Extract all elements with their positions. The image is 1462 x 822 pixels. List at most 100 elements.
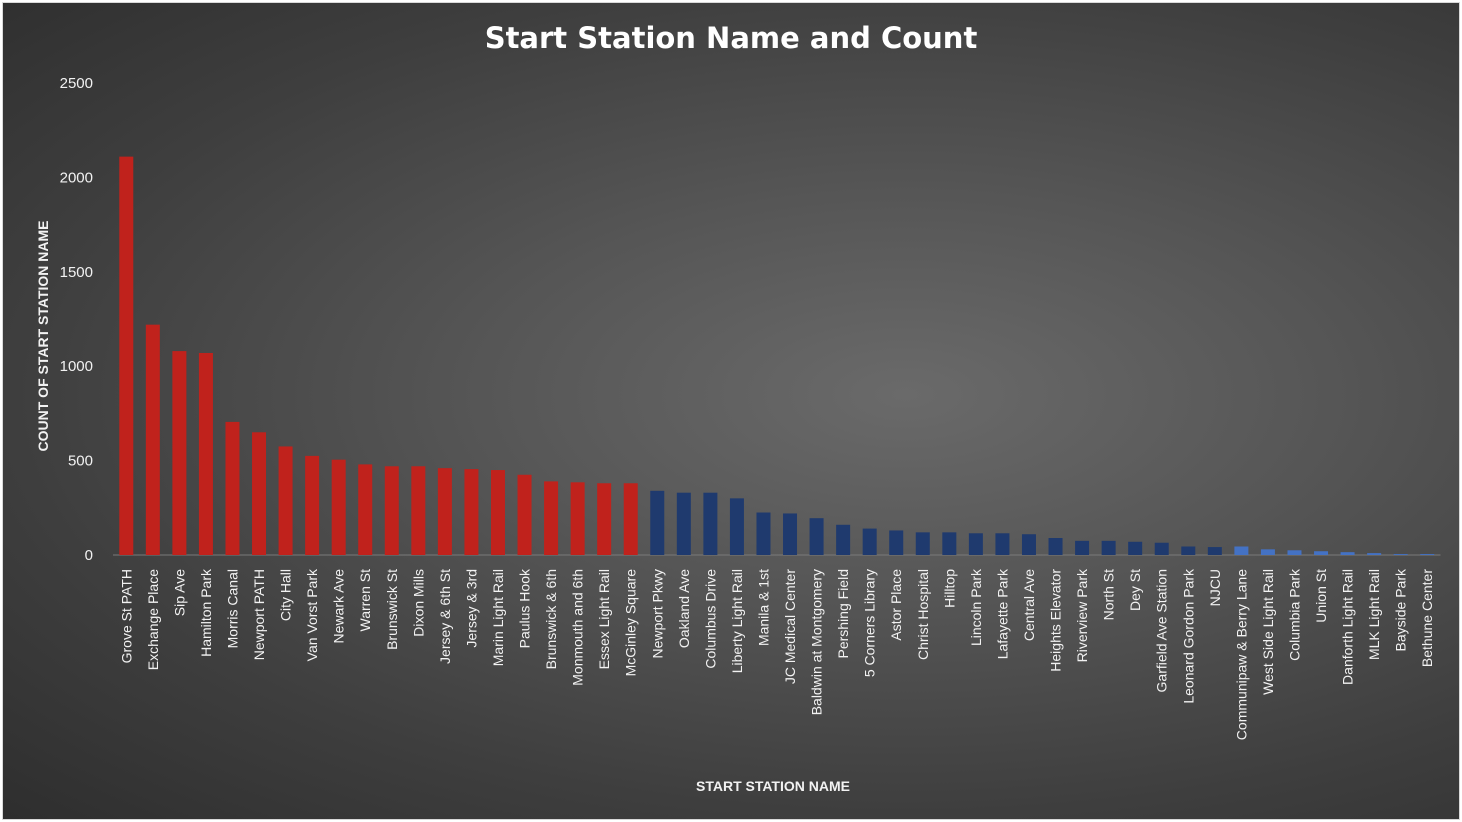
bar <box>650 490 665 555</box>
x-tick-label: Union St <box>1313 569 1329 623</box>
x-tick-label: Monmouth and 6th <box>570 569 586 686</box>
x-tick-label: Dey St <box>1127 569 1143 611</box>
bar <box>703 492 718 555</box>
x-tick-label: Liberty Light Rail <box>729 569 745 673</box>
x-tick-label: West Side Light Rail <box>1260 569 1276 695</box>
bar <box>1181 546 1196 555</box>
x-tick-label: Essex Light Rail <box>596 569 612 669</box>
bar <box>1207 547 1222 555</box>
bar <box>968 533 983 555</box>
bar <box>809 518 824 555</box>
bar <box>1234 546 1249 555</box>
x-axis-title: START STATION NAME <box>696 778 850 794</box>
x-tick-label: Dixon Mills <box>410 569 426 637</box>
y-axis-ticks: 0 500 1000 1500 2000 2500 <box>60 75 93 564</box>
bar <box>464 469 479 555</box>
x-tick-label: 5 Corners Library <box>862 569 878 677</box>
bar <box>1154 542 1169 555</box>
bar <box>1420 554 1435 555</box>
bar <box>1021 534 1036 555</box>
x-tick-label: Pershing Field <box>835 569 851 659</box>
x-tick-label: Bayside Park <box>1393 568 1409 651</box>
bar <box>889 530 904 555</box>
x-tick-label: Bethune Center <box>1419 569 1435 667</box>
x-tick-label: Morris Canal <box>224 569 240 648</box>
x-axis-labels: Grove St PATH Exchange Place Sip Ave Hamilt… <box>118 568 1435 740</box>
bar <box>278 446 293 555</box>
bar <box>1340 552 1355 555</box>
bar <box>119 156 134 555</box>
y-tick-label: 2500 <box>60 75 93 92</box>
x-tick-label: Exchange Place <box>145 569 161 670</box>
x-tick-label: Garfield Ave Station <box>1154 569 1170 692</box>
x-tick-label: Brunswick & 6th <box>543 569 559 669</box>
bar <box>490 470 505 555</box>
x-tick-label: Manila & 1st <box>755 569 771 646</box>
bar <box>1314 551 1329 555</box>
x-tick-label: Astor Place <box>888 569 904 641</box>
x-tick-label: City Hall <box>278 569 294 621</box>
x-tick-label: Danforth Light Rail <box>1340 569 1356 685</box>
bar <box>1101 540 1116 555</box>
bar <box>862 528 877 555</box>
y-tick-label: 0 <box>85 547 93 564</box>
bar <box>915 532 930 555</box>
x-tick-label: Hamilton Park <box>198 568 214 657</box>
x-tick-label: Newport PATH <box>251 569 267 660</box>
bars-group <box>119 156 1435 555</box>
bar <box>305 455 320 555</box>
x-tick-label: Grove St PATH <box>118 569 134 663</box>
bar <box>1287 550 1302 555</box>
x-tick-label: McGinley Square <box>623 569 639 677</box>
bar <box>729 498 744 555</box>
bar <box>783 513 798 555</box>
bar <box>252 432 267 555</box>
x-tick-label: Hilltop <box>941 569 957 608</box>
y-axis-title: COUNT OF START STATION NAME <box>35 221 51 452</box>
x-tick-label: Lincoln Park <box>968 568 984 646</box>
x-tick-label: MLK Light Rail <box>1366 569 1382 660</box>
bar <box>1260 549 1275 555</box>
x-tick-label: Newport Pkwy <box>649 569 665 658</box>
bar <box>623 483 638 555</box>
y-tick-label: 1500 <box>60 264 93 281</box>
bar <box>198 352 213 555</box>
x-tick-label: Newark Ave <box>331 569 347 644</box>
x-tick-label: Jersey & 3rd <box>463 569 479 648</box>
chart-title: Start Station Name and Count <box>485 21 978 55</box>
x-tick-label: North St <box>1101 569 1117 620</box>
bar <box>517 474 532 555</box>
bar <box>172 351 187 555</box>
x-tick-label: JC Medical Center <box>782 569 798 684</box>
x-tick-label: Paulus Hook <box>517 568 533 648</box>
x-tick-label: Jersey & 6th St <box>437 569 453 664</box>
x-tick-label: Baldwin at Montgomery <box>809 569 825 715</box>
bar-chart: Start Station Name and Count COUNT OF ST… <box>35 21 1441 794</box>
bar <box>756 512 771 555</box>
bar <box>676 492 691 555</box>
x-tick-label: Sip Ave <box>171 569 187 616</box>
y-tick-label: 2000 <box>60 169 93 186</box>
bar <box>145 324 160 555</box>
x-tick-label: Warren St <box>357 569 373 632</box>
x-tick-label: Brunswick St <box>384 569 400 650</box>
bar <box>384 466 399 555</box>
bar <box>1393 554 1408 555</box>
y-tick-label: 500 <box>68 453 93 470</box>
x-tick-label: Central Ave <box>1021 569 1037 641</box>
bar <box>544 481 559 555</box>
x-tick-label: Christ Hospital <box>915 569 931 660</box>
bar <box>411 466 426 555</box>
bar <box>437 468 452 555</box>
bar <box>1048 538 1063 555</box>
bar <box>1367 553 1382 555</box>
bar <box>331 459 346 555</box>
x-tick-label: Marin Light Rail <box>490 569 506 666</box>
x-tick-label: Heights Elevator <box>1048 569 1064 672</box>
bar <box>225 421 240 555</box>
bar <box>836 524 851 555</box>
x-tick-label: Columbia Park <box>1286 568 1302 661</box>
x-tick-label: Columbus Drive <box>702 569 718 669</box>
x-tick-label: Riverview Park <box>1074 568 1090 662</box>
x-tick-label: Communipaw & Berry Lane <box>1233 569 1249 740</box>
